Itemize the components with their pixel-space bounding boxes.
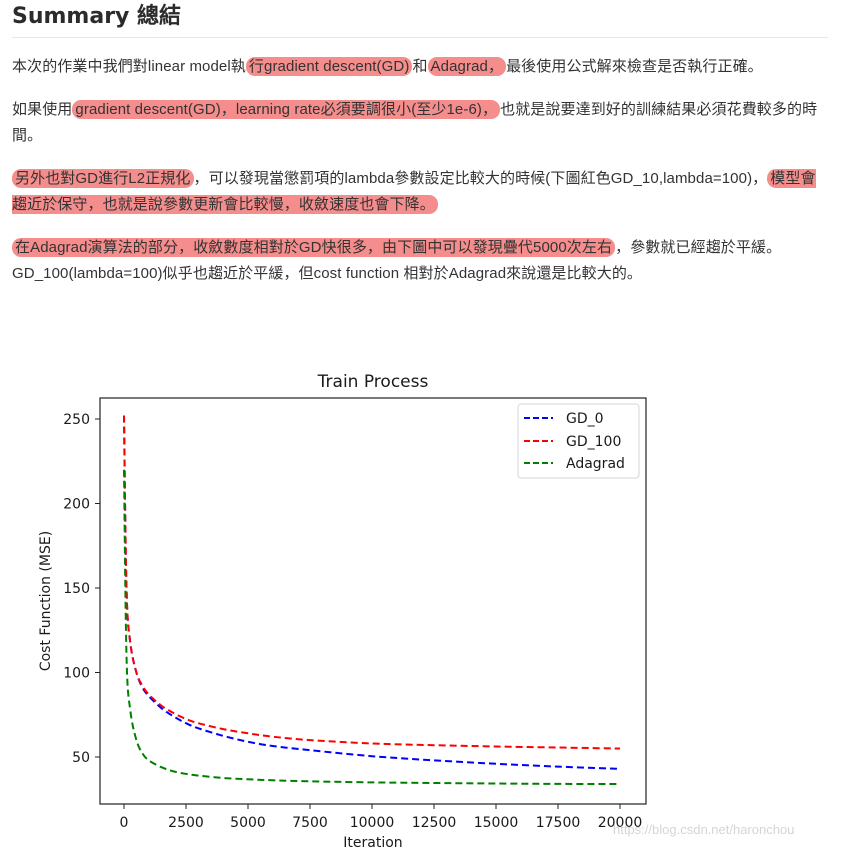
x-tick-label: 17500 (536, 815, 581, 831)
text-segment: 和 (412, 58, 428, 75)
highlighted-text: gradient descent(GD)，learning rate必須要調很小… (72, 100, 501, 119)
series-layer (123, 415, 621, 785)
text-segment: 也就是說要達到好的訓練結果必須花費較多的時間。 (12, 101, 818, 144)
paragraph-3: 另外也對GD進行L2正規化 ，可以發現當懲罰項的lambda參數設定比較大的時候(… (12, 166, 828, 218)
highlighted-text: 行gradient descent(GD) (245, 57, 413, 76)
paragraph-4: 在Adagrad演算法的部分，收斂數度相對於GD快很多，由下圖中可以發現疊代50… (12, 235, 828, 287)
highlighted-text: Adagrad， (427, 57, 507, 76)
y-tick-label: 200 (63, 497, 90, 513)
train-process-chart: Train Process 0 2500 5000 7500 10000 12500 150… (0, 360, 841, 851)
paragraph-1: 本次的作業中我們對linear model執 行gradient descent(… (12, 54, 828, 80)
y-tick-label: 250 (63, 412, 90, 428)
highlighted-text: 另外也對GD進行L2正規化 (12, 169, 194, 188)
x-axis-label: Iteration (343, 835, 402, 851)
series-line-gd-100 (123, 415, 621, 750)
chart-title: Train Process (317, 372, 429, 392)
x-tick-label: 10000 (350, 815, 395, 831)
series-line-adagrad (123, 469, 621, 785)
y-axis-ticks: 50 100 150 200 250 (63, 412, 100, 766)
highlighted-text: 在Adagrad演算法的部分，收斂數度相對於GD快很多，由下圖中可以發現疊代50… (12, 238, 616, 257)
text-segment: ，可以發現當懲罰項的lambda參數設定比較大的時候(下圖紅色GD_10,lam… (193, 170, 768, 187)
x-tick-label: 0 (120, 815, 129, 831)
line-chart: Train Process 0 2500 5000 7500 10000 12500 150… (38, 372, 647, 851)
legend-label-gd-0: GD_0 (566, 411, 604, 427)
legend-box (517, 403, 640, 479)
x-tick-label: 2500 (168, 815, 204, 831)
title-divider (12, 37, 828, 38)
paragraph-2: 如果使用 gradient descent(GD)，learning rate必須… (12, 97, 828, 149)
text-segment: 本次的作業中我們對linear model執 (12, 58, 246, 75)
y-axis-label: Cost Function (MSE) (38, 531, 54, 671)
y-tick-label: 50 (72, 750, 90, 766)
plot-frame (99, 397, 647, 805)
section-title: Summary 總結 (12, 4, 182, 29)
x-tick-label: 5000 (230, 815, 266, 831)
legend-label-gd-100: GD_100 (566, 434, 621, 450)
y-tick-label: 150 (63, 581, 90, 597)
x-tick-label: 12500 (412, 815, 457, 831)
x-tick-label: 20000 (598, 815, 643, 831)
x-tick-label: 7500 (292, 815, 328, 831)
text-segment: ，參數就已經趨於平緩。GD_100(lambda=100)似乎也趨近於平緩，但c… (12, 239, 782, 282)
x-tick-label: 15000 (474, 815, 519, 831)
y-tick-label: 100 (63, 666, 90, 682)
chart-legend: GD_0 GD_100 Adagrad (517, 403, 640, 479)
watermark: https://blog.csdn.net/haronchou (613, 822, 795, 837)
legend-label-adagrad: Adagrad (566, 456, 625, 472)
text-segment: 如果使用 (12, 101, 73, 118)
article-body: Summary 總結 本次的作業中我們對linear model執 行gradie… (12, 0, 828, 304)
text-segment: 最後使用公式解來檢查是否執行正確。 (506, 58, 763, 75)
x-axis-ticks: 0 2500 5000 7500 10000 12500 15000 17500 20000 (120, 804, 643, 831)
